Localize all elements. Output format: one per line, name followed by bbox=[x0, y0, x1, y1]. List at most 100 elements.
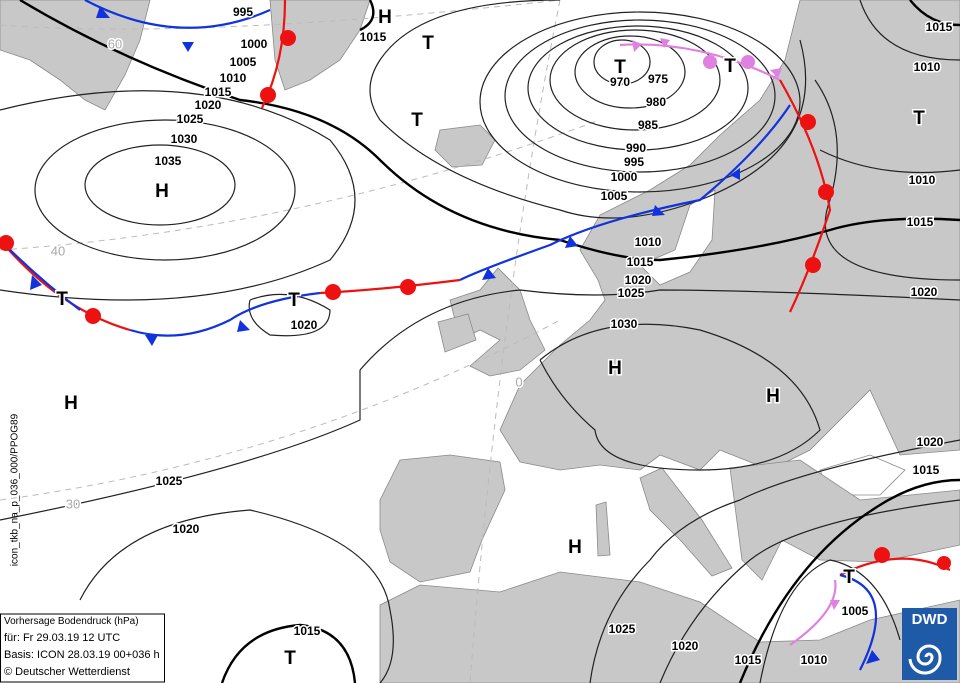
isobar bbox=[0, 90, 356, 301]
cold-front-triangle bbox=[482, 268, 496, 280]
warm-front-bump bbox=[400, 279, 416, 295]
info-title: Vorhersage Bodendruck (hPa) bbox=[4, 616, 139, 627]
side-label: icon_tkb_na_p_036_000/PPOG89 bbox=[10, 413, 21, 566]
warm-front-bump bbox=[85, 308, 101, 324]
isobar-label: 1005 bbox=[842, 604, 869, 618]
isobar-label: 1010 bbox=[914, 60, 941, 74]
isobar-label: 1020 bbox=[195, 98, 222, 112]
isobar-label: 1020 bbox=[672, 639, 699, 653]
isobar-label-halo: 1000 bbox=[241, 37, 268, 51]
iberia bbox=[379, 454, 506, 583]
isobar bbox=[527, 25, 749, 151]
isobar-label-halo: 1020 bbox=[195, 98, 222, 112]
isobar-label: 1015 bbox=[735, 653, 762, 667]
isobar-label: 1010 bbox=[220, 71, 247, 85]
info-box bbox=[0, 613, 165, 683]
occlusion-symbol bbox=[830, 600, 840, 610]
isobar-label-halo: 1010 bbox=[909, 173, 936, 187]
isobar-label-halo: 1000 bbox=[611, 170, 638, 184]
pressure-center-halo: T bbox=[56, 289, 68, 310]
isobar-label-halo: 980 bbox=[646, 95, 666, 109]
pressure-center-halo: H bbox=[608, 358, 622, 379]
cold-front bbox=[129, 291, 321, 337]
logo-spiral bbox=[908, 644, 942, 675]
isobar-label-halo: 1010 bbox=[801, 653, 828, 667]
pressure-center: T bbox=[411, 110, 423, 131]
isobar-1015 bbox=[909, 0, 960, 27]
isobar bbox=[859, 0, 960, 61]
isobar-label-halo: 1005 bbox=[601, 189, 628, 203]
isobar-label-halo: 1015 bbox=[205, 85, 232, 99]
isobar-label-halo: 1025 bbox=[156, 474, 183, 488]
cold-front bbox=[839, 573, 878, 671]
isobar bbox=[504, 19, 776, 173]
isobar-label: 1010 bbox=[909, 173, 936, 187]
pressure-center-halo: T bbox=[422, 33, 434, 54]
pressure-center: T bbox=[288, 290, 300, 311]
isobar-label-halo: 1015 bbox=[907, 215, 934, 229]
pressure-center: H bbox=[766, 386, 780, 407]
cold-front-triangle bbox=[730, 168, 740, 180]
grid-label: 0 bbox=[515, 374, 522, 389]
occlusion-symbol bbox=[632, 40, 642, 52]
pressure-center-halo: T bbox=[614, 57, 626, 78]
isobar bbox=[369, 0, 807, 219]
isobar-label-halo: 975 bbox=[648, 72, 668, 86]
isobar-label-halo: 1020 bbox=[672, 639, 699, 653]
cold-front-triangle bbox=[96, 6, 110, 18]
info-valid: für: Fr 29.03.19 12 UTC bbox=[4, 632, 120, 644]
ireland bbox=[437, 313, 477, 353]
isobar-label-halo: 1015 bbox=[294, 624, 321, 638]
pressure-center: H bbox=[378, 7, 392, 28]
pressure-center-halo: H bbox=[155, 181, 169, 202]
isobar-label-halo: 1015 bbox=[913, 463, 940, 477]
isobar-1015 bbox=[359, 0, 375, 32]
sardinia-corsica bbox=[595, 501, 611, 557]
cold-front-triangle bbox=[866, 650, 880, 664]
isobar-label: 1025 bbox=[177, 112, 204, 126]
pressure-center-halo: H bbox=[64, 393, 78, 414]
pressure-center-halo: T bbox=[288, 290, 300, 311]
warm-front-bump bbox=[805, 257, 821, 273]
grid-label: 60 bbox=[108, 36, 122, 51]
grid-label-halo: 30 bbox=[66, 496, 80, 511]
isobar-label: 1015 bbox=[294, 624, 321, 638]
front-symbols bbox=[632, 38, 840, 610]
isobar bbox=[0, 370, 361, 521]
pressure-center-halo: T bbox=[843, 567, 855, 588]
isobar-label: 1020 bbox=[291, 318, 318, 332]
isobar-label: 1030 bbox=[611, 317, 638, 331]
isobar-label-halo: 1015 bbox=[360, 30, 387, 44]
isobar bbox=[819, 149, 960, 174]
isobar-label: 1015 bbox=[627, 255, 654, 269]
isobar-label-halo: 1025 bbox=[177, 112, 204, 126]
isobar bbox=[359, 289, 960, 371]
isobar-label: 975 bbox=[648, 72, 668, 86]
pressure-center-halo: T bbox=[411, 110, 423, 131]
isobar-label: 980 bbox=[646, 95, 666, 109]
cold-front bbox=[84, 0, 271, 29]
isobar-label-halo: 1010 bbox=[220, 71, 247, 85]
isobar-label: 1025 bbox=[618, 286, 645, 300]
isobar-label: 1020 bbox=[173, 522, 200, 536]
pressure-center: H bbox=[568, 537, 582, 558]
isobar-label-halo: 1030 bbox=[611, 317, 638, 331]
isobar-label-halo: 1010 bbox=[635, 235, 662, 249]
cold-front-triangle bbox=[182, 42, 194, 52]
isobar bbox=[248, 293, 331, 337]
isobar-label: 1010 bbox=[635, 235, 662, 249]
isobar-label: 995 bbox=[233, 5, 253, 19]
isobar-label-halo: 1020 bbox=[911, 285, 938, 299]
isobar-1015 bbox=[19, 0, 960, 262]
info-basis: Basis: ICON 28.03.19 00+036 h bbox=[4, 649, 160, 661]
occlusion-symbol bbox=[660, 38, 670, 48]
isobar-label: 1025 bbox=[609, 622, 636, 636]
isobar bbox=[79, 509, 394, 683]
isobar-label: 970 bbox=[610, 75, 630, 89]
pressure-center: T bbox=[913, 108, 925, 129]
isobar-label: 1005 bbox=[230, 55, 257, 69]
pressure-center-halo: T bbox=[724, 56, 736, 77]
isobar-1015 bbox=[220, 623, 357, 683]
isobar-label: 1015 bbox=[907, 215, 934, 229]
isobar-label-halo: 1020 bbox=[173, 522, 200, 536]
